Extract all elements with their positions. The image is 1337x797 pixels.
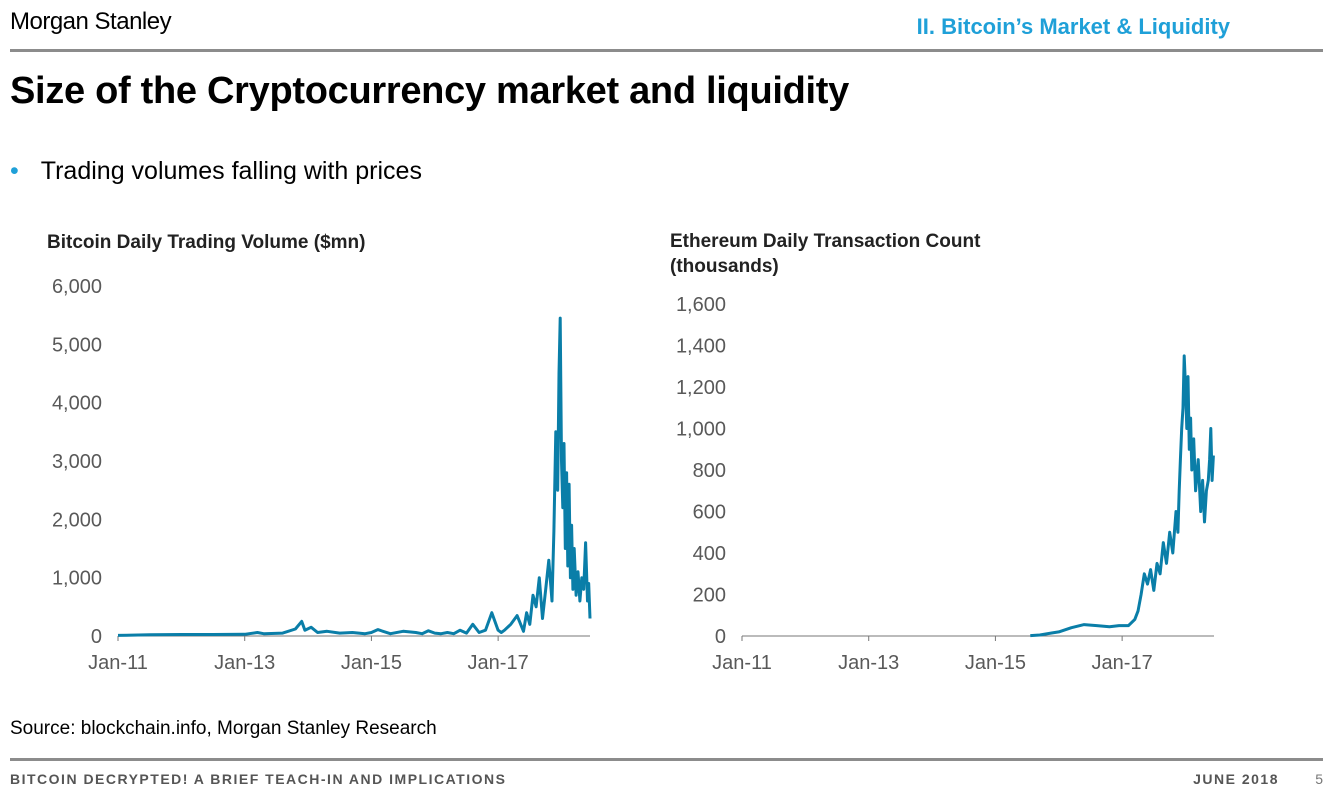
btc-x-tick-label: Jan-11: [88, 652, 148, 674]
section-title: II. Bitcoin’s Market & Liquidity: [916, 14, 1230, 39]
eth-y-tick-label: 600: [693, 502, 726, 524]
bitcoin-chart-title: Bitcoin Daily Trading Volume ($mn): [47, 232, 366, 253]
eth-x-tick-label: Jan-17: [1092, 652, 1153, 674]
btc-y-tick-label: 1,000: [52, 568, 102, 590]
eth-x-tick-label: Jan-11: [712, 652, 772, 674]
eth-series-line: [1030, 354, 1215, 638]
slide-title: Size of the Cryptocurrency market and li…: [10, 70, 849, 112]
ethereum-chart-title-line-1: Ethereum Daily Transaction Count: [670, 231, 981, 252]
ethereum-chart-title: Ethereum Daily Transaction Count (thousa…: [670, 229, 980, 279]
footer-title: BITCOIN DECRYPTED! A BRIEF TEACH-IN AND …: [10, 771, 507, 787]
btc-y-tick-label: 0: [91, 626, 102, 648]
btc-x-tick-label: Jan-15: [341, 652, 402, 674]
morgan-stanley-logo: Morgan Stanley: [10, 8, 172, 35]
eth-x-tick-label: Jan-15: [965, 652, 1026, 674]
eth-y-tick-label: 1,600: [676, 294, 726, 316]
eth-x-tick-label: Jan-13: [838, 652, 899, 674]
btc-series-line: [117, 316, 592, 637]
footer-divider: [10, 758, 1323, 761]
source-note: Source: blockchain.info, Morgan Stanley …: [10, 718, 437, 739]
header-divider: [10, 49, 1323, 52]
btc-y-tick-label: 3,000: [52, 451, 102, 473]
btc-y-tick-label: 6,000: [52, 276, 102, 298]
eth-y-tick-label: 200: [693, 585, 726, 607]
ethereum-chart-title-line-2: (thousands): [670, 256, 779, 277]
eth-y-tick-label: 1,200: [676, 377, 726, 399]
eth-y-tick-label: 1,400: [676, 336, 726, 358]
page-number: 5: [1315, 771, 1323, 787]
bullet-text: Trading volumes falling with prices: [40, 157, 422, 185]
btc-y-tick-label: 2,000: [52, 509, 102, 531]
bullet-point: • Trading volumes falling with prices: [10, 157, 422, 186]
eth-y-tick-label: 0: [715, 626, 726, 648]
footer-date: JUNE 2018: [1193, 771, 1279, 787]
btc-y-tick-label: 4,000: [52, 393, 102, 415]
btc-x-tick-label: Jan-17: [468, 652, 529, 674]
eth-y-tick-label: 800: [693, 460, 726, 482]
eth-y-tick-label: 400: [693, 543, 726, 565]
eth-y-tick-label: 1,000: [676, 419, 726, 441]
btc-y-tick-label: 5,000: [52, 334, 102, 356]
btc-x-tick-label: Jan-13: [214, 652, 275, 674]
bullet-dot-icon: •: [10, 157, 19, 185]
